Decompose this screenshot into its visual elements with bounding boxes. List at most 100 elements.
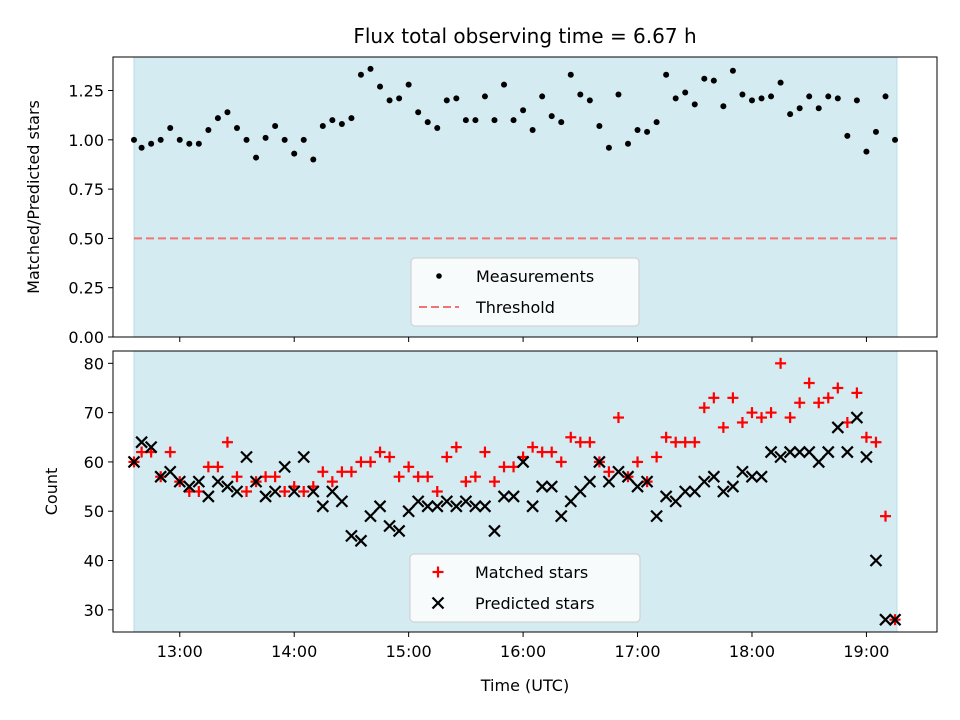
measurement-point [148, 140, 155, 147]
predicted-star-point [583, 475, 597, 488]
matched-star-point [880, 510, 891, 522]
x-tick-label: 17:00 [614, 642, 660, 661]
measurement-point [167, 124, 174, 131]
measurement-point [319, 123, 326, 130]
measurement-point [481, 93, 488, 100]
predicted-star-point [326, 485, 339, 498]
predicted-star-point [879, 613, 892, 626]
predicted-star-point [345, 529, 358, 543]
measurement-point [882, 93, 889, 100]
measurement-point [405, 81, 412, 88]
measurement-point [195, 140, 202, 147]
predicted-star-point [802, 445, 816, 459]
x-tick-label: 14:00 [271, 642, 317, 661]
bottom-y-axis-label: Count [42, 468, 61, 516]
matched-star-point [632, 456, 644, 468]
predicted-star-point [507, 490, 520, 503]
measurement-point [357, 71, 364, 78]
measurement-point [806, 93, 813, 100]
measurement-point [777, 79, 784, 86]
predicted-star-point [774, 450, 787, 464]
predicted-star-point [450, 500, 463, 513]
predicted-star-point [306, 485, 320, 498]
predicted-star-point [440, 495, 454, 508]
matched-star-point [870, 436, 882, 448]
predicted-star-point [535, 480, 549, 493]
measurement-point [615, 91, 622, 98]
predicted-star-point [755, 470, 768, 483]
measurement-point [510, 117, 517, 124]
predicted-star-point [430, 500, 444, 513]
matched-star-point [488, 476, 500, 488]
measurement-point [462, 117, 469, 124]
measurement-point [415, 109, 422, 116]
top-x-ticks [179, 337, 867, 342]
measurement-point [701, 75, 708, 82]
measurement-point [386, 97, 393, 104]
predicted-star-point [144, 440, 158, 454]
x-axis-label: Time (UTC) [480, 676, 569, 695]
matched-star-point [479, 446, 491, 458]
measurement-point [691, 101, 698, 108]
predicted-star-point [545, 480, 558, 493]
matched-star-point [241, 486, 253, 497]
matched-star-point [708, 392, 720, 404]
predicted-star-point [650, 509, 663, 523]
top-y-axis-label: Matched/Predicted stars [24, 100, 43, 294]
measurement-point [710, 77, 717, 84]
measurement-point [634, 126, 641, 133]
top-y-tick-label: 0.25 [68, 279, 104, 298]
measurement-point [491, 117, 498, 124]
measurement-point [577, 91, 584, 98]
predicted-star-point [707, 470, 721, 483]
matched-star-point [775, 357, 787, 369]
x-tick-label: 15:00 [386, 642, 432, 661]
matched-star-point [298, 486, 310, 497]
x-tick-label: 13:00 [157, 642, 203, 661]
measurement-point [729, 67, 736, 74]
matched-star-point [717, 421, 729, 433]
matched-star-point [555, 456, 567, 468]
x-tick-label: 18:00 [729, 642, 775, 661]
measurement-point [653, 119, 660, 126]
predicted-star-point [621, 470, 635, 483]
legend-predicted-glyph [431, 596, 445, 610]
matched-star-point [603, 466, 615, 478]
matched-star-point [422, 471, 434, 483]
predicted-star-point [793, 445, 806, 459]
measurement-point [672, 95, 679, 102]
predicted-star-point [221, 480, 234, 493]
predicted-star-point [392, 524, 406, 538]
predicted-star-point [574, 485, 587, 498]
top-y-ticks: 0.00 0.25 0.50 0.75 1.00 1.25 [68, 82, 113, 347]
legend-predicted-marker [431, 596, 445, 610]
legend-matched-marker [432, 566, 444, 578]
top-panel: 0.00 0.25 0.50 0.75 1.00 1.25 Flux total obse… [24, 24, 938, 347]
bottom-legend: Matched stars Predicted stars [409, 553, 641, 623]
measurement-point [348, 115, 355, 122]
measurement-point [834, 95, 841, 102]
bottom-legend-box [409, 553, 641, 623]
bottom-axes-frame [112, 350, 938, 633]
top-y-tick-label: 1.00 [68, 131, 104, 150]
predicted-star-point [688, 485, 702, 498]
measurement-point [233, 124, 240, 131]
matched-star-point [803, 377, 815, 389]
x-tick-label: 19:00 [843, 642, 889, 661]
predicted-star-point [192, 475, 206, 488]
predicted-star-point [812, 455, 826, 469]
predicted-star-point [860, 450, 873, 464]
predicted-star-point [726, 480, 740, 493]
predicted-star-point [154, 470, 167, 483]
matched-star-point [345, 466, 357, 478]
matched-star-point [670, 436, 682, 448]
matched-star-point [813, 397, 825, 409]
matched-star-point [221, 436, 233, 448]
predicted-stars-points [127, 411, 902, 626]
measurement-point [281, 136, 288, 143]
predicted-star-point [602, 475, 616, 488]
matched-star-point [450, 441, 462, 453]
matched-star-point [365, 456, 376, 468]
measurement-point [472, 117, 479, 124]
